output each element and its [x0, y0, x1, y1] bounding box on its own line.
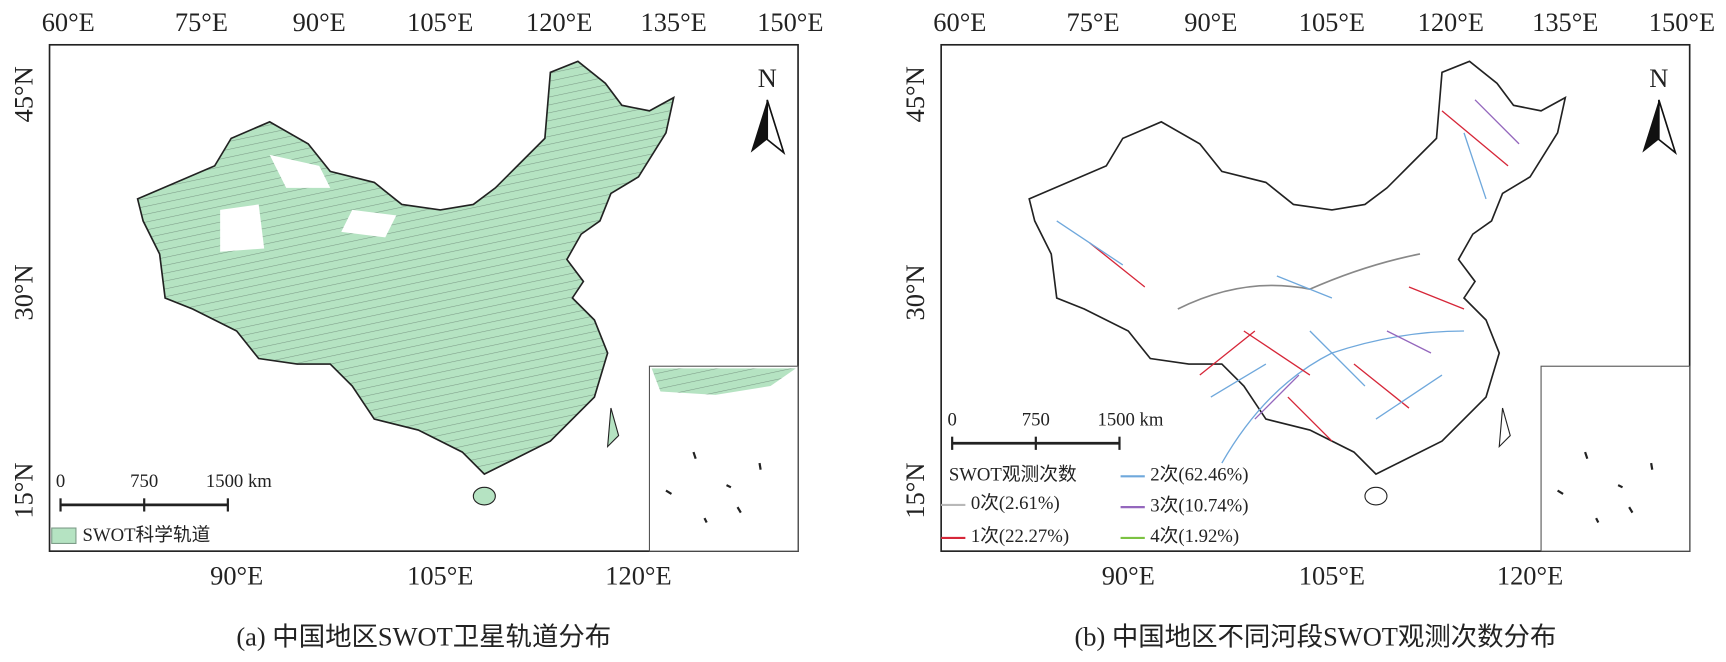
bottom-tick-label: 120°E: [1497, 561, 1563, 591]
bottom-tick-label: 120°E: [605, 561, 671, 591]
legend-label: 4次(1.92%): [1150, 526, 1239, 547]
legend-label: SWOT科学轨道: [83, 525, 211, 546]
north-arrow: [750, 99, 768, 153]
top-tick-label: 90°E: [1184, 7, 1237, 37]
top-tick-label: 60°E: [42, 7, 95, 37]
legend-label: 2次(62.46%): [1150, 465, 1248, 486]
top-tick-label: 150°E: [1649, 7, 1715, 37]
left-tick-label: 45°N: [8, 66, 38, 122]
top-tick-label: 105°E: [407, 7, 473, 37]
scale-label: 1500 km: [206, 471, 272, 492]
left-tick-label: 30°N: [900, 264, 930, 320]
left-tick-label: 45°N: [900, 66, 930, 122]
scale-label: 0: [56, 471, 65, 492]
scale-label: 0: [947, 410, 956, 431]
scale-label: 750: [130, 471, 158, 492]
bottom-tick-label: 105°E: [1299, 561, 1365, 591]
panel: 60°E 75°E 90°E 105°E 120°E 135°E 150°E 45°N 30°N…: [900, 7, 1715, 651]
top-tick-label: 120°E: [1418, 7, 1484, 37]
legend-swatch: [51, 527, 77, 544]
caption: (b) 中国地区不同河段SWOT观测次数分布: [1074, 621, 1556, 651]
top-tick-label: 105°E: [1299, 7, 1365, 37]
top-tick-label: 135°E: [1532, 7, 1598, 37]
scale-label: 750: [1022, 410, 1050, 431]
north-arrow: [1642, 99, 1659, 153]
legend-label: 3次(10.74%): [1150, 495, 1248, 516]
left-tick-label: 15°N: [900, 463, 930, 519]
left-tick-label: 15°N: [8, 463, 38, 519]
north-arrow: [766, 99, 786, 156]
panel-a-map: [48, 43, 799, 552]
left-tick-label: 30°N: [8, 264, 38, 320]
north-arrow: [1658, 99, 1677, 156]
bottom-tick-label: 90°E: [210, 561, 263, 591]
legend-title: SWOT观测次数: [949, 465, 1077, 486]
legend-label: 1次(22.27%): [971, 526, 1069, 547]
panel: 60°E 75°E 90°E 105°E 120°E 135°E 150°E 45°N 30°N…: [8, 7, 823, 651]
top-tick-label: 120°E: [526, 7, 592, 37]
top-tick-label: 75°E: [1067, 7, 1120, 37]
north-label: N: [758, 63, 777, 93]
top-tick-label: 90°E: [293, 7, 346, 37]
panel-b-map: [940, 43, 1691, 552]
caption: (a) 中国地区SWOT卫星轨道分布: [236, 621, 611, 651]
top-tick-label: 75°E: [175, 7, 228, 37]
bottom-tick-label: 90°E: [1102, 561, 1155, 591]
top-tick-label: 60°E: [933, 7, 986, 37]
bottom-tick-label: 105°E: [407, 561, 473, 591]
north-label: N: [1649, 63, 1668, 93]
top-tick-label: 150°E: [757, 7, 823, 37]
scale-label: 1500 km: [1097, 410, 1163, 431]
top-tick-label: 135°E: [641, 7, 707, 37]
legend-label: 0次(2.61%): [971, 493, 1060, 514]
